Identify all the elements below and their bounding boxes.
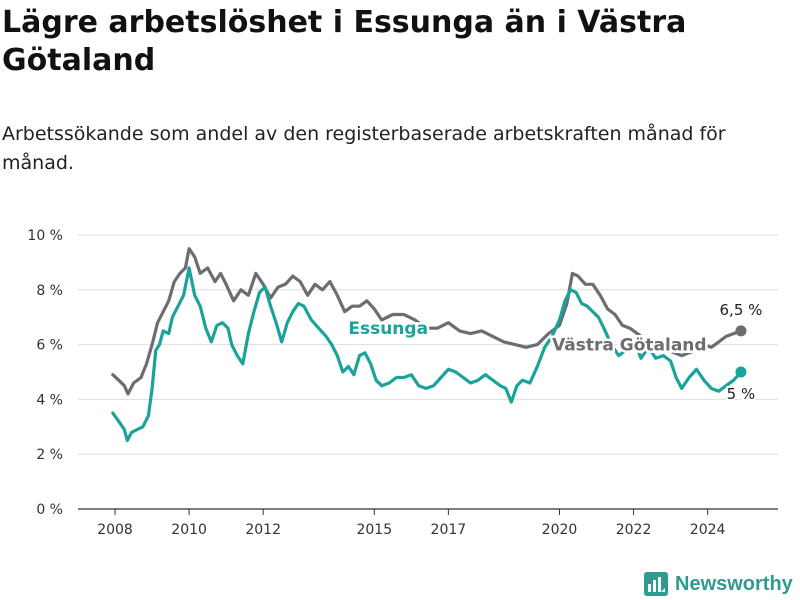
y-tick-label: 2 % (36, 447, 63, 463)
x-tick-label: 2008 (97, 522, 133, 538)
series-lines (111, 247, 747, 443)
y-tick-label: 10 % (27, 228, 63, 244)
newsworthy-logo-icon (644, 572, 668, 596)
x-tick-label: 2010 (171, 522, 207, 538)
y-tick-label: 0 % (36, 502, 63, 518)
end-value-label: 6,5 % (720, 301, 763, 319)
page-title: Lägre arbetslöshet i Essunga än i Västra… (2, 5, 687, 78)
series-label: Västra Götaland (552, 336, 707, 356)
brand-name: Newsworthy (675, 572, 793, 595)
end-point-essunga (735, 366, 747, 378)
x-tick-label: 2020 (542, 522, 578, 538)
end-point-v-stra-g-taland (735, 325, 747, 337)
x-tick-label: 2024 (690, 522, 726, 538)
x-tick-label: 2022 (616, 522, 652, 538)
y-tick-label: 8 % (36, 283, 63, 299)
page-subtitle: Arbetssökande som andel av den registerb… (2, 123, 726, 174)
y-tick-label: 6 % (36, 338, 63, 354)
end-value-label: 5 % (727, 385, 756, 403)
brand-logo[interactable]: Newsworthy (643, 570, 793, 598)
series-line-v-stra-g-taland (111, 247, 743, 396)
series-line-essunga (111, 266, 743, 443)
x-tick-label: 2017 (431, 522, 467, 538)
x-tick-label: 2015 (356, 522, 392, 538)
series-label: Essunga (348, 319, 428, 339)
data-labels: 6,5 % 5 % Essunga Västra Götaland (346, 299, 765, 405)
y-tick-label: 4 % (36, 392, 63, 408)
axes: 0 % 2 % 4 % 6 % 8 % 10 % 2008 2010 2012 2015 2017 2… (27, 228, 725, 538)
x-tick-label: 2012 (245, 522, 281, 538)
